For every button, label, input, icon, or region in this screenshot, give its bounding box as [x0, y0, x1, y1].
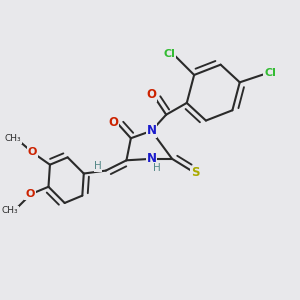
Text: CH₃: CH₃ — [5, 134, 22, 143]
Text: S: S — [191, 167, 199, 179]
Text: O: O — [25, 189, 34, 199]
Text: Cl: Cl — [163, 50, 175, 59]
Text: H: H — [94, 161, 102, 171]
Text: O: O — [108, 116, 118, 128]
Text: N: N — [146, 124, 157, 137]
Text: CH₃: CH₃ — [2, 206, 19, 215]
Text: O: O — [28, 147, 37, 158]
Text: Cl: Cl — [264, 68, 276, 79]
Text: H: H — [153, 163, 160, 173]
Text: N: N — [146, 152, 157, 165]
Text: O: O — [146, 88, 156, 101]
